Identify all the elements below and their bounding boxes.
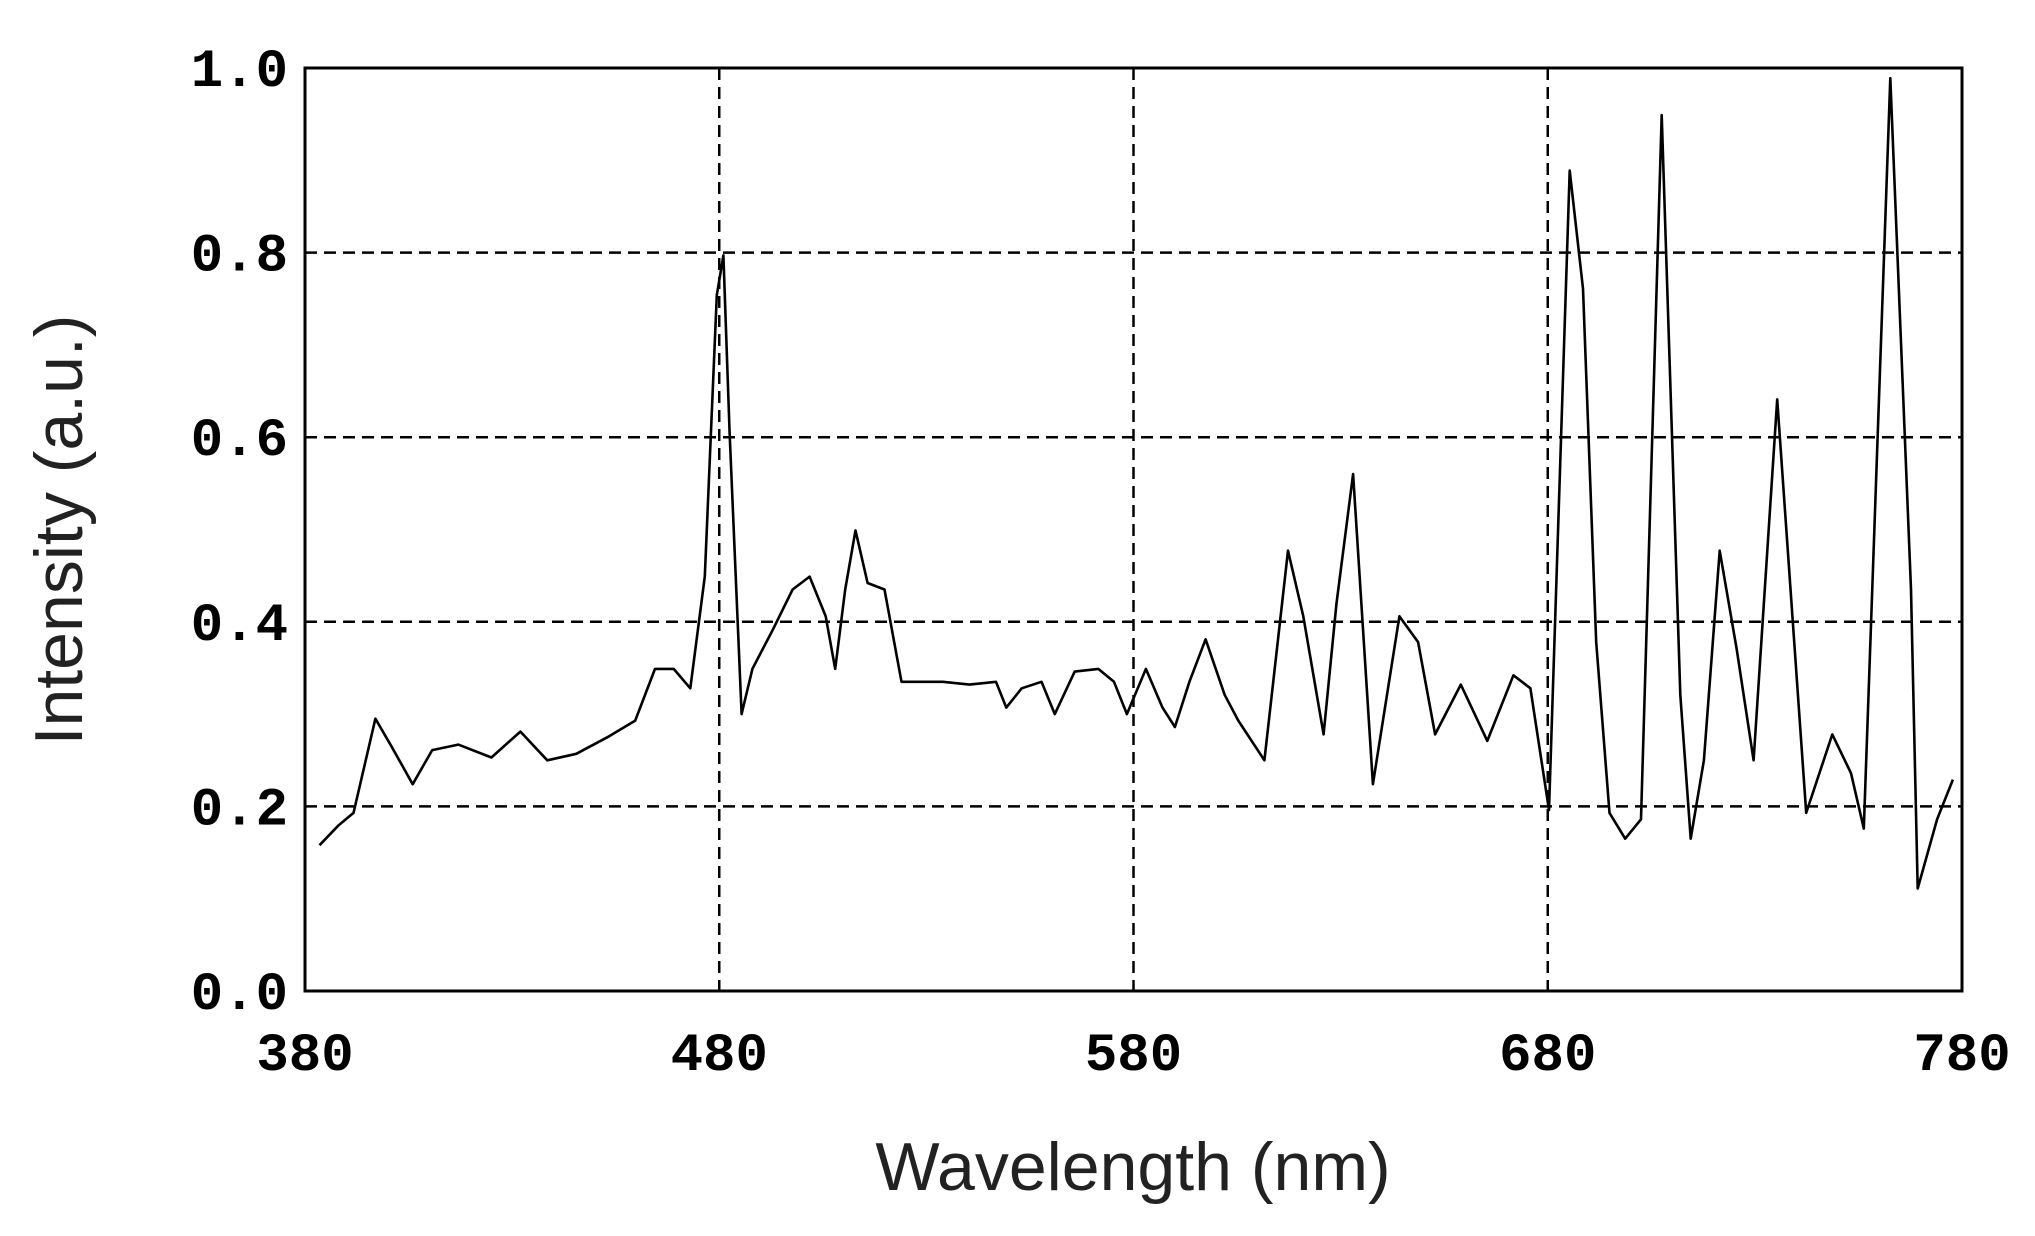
- x-tick-label: 780: [1913, 1026, 2010, 1087]
- y-tick-label: 0.2: [191, 780, 288, 841]
- x-tick-label: 380: [256, 1026, 353, 1087]
- plot-frame: [303, 66, 1964, 993]
- x-tick-label: 680: [1499, 1026, 1596, 1087]
- y-tick-label: 1.0: [191, 42, 288, 103]
- y-tick-label: 0.6: [191, 411, 288, 472]
- data-line: [318, 76, 1955, 890]
- x-tick-label: 480: [671, 1026, 768, 1087]
- y-tick-label: 0.4: [191, 596, 288, 657]
- x-tick-label: 580: [1085, 1026, 1182, 1087]
- y-tick-label: 0.8: [191, 227, 288, 288]
- x-axis-label: Wavelength (nm): [875, 1129, 1390, 1205]
- y-tick-label: 0.0: [191, 965, 288, 1026]
- y-axis-label: Intensity (a.u.): [21, 315, 97, 746]
